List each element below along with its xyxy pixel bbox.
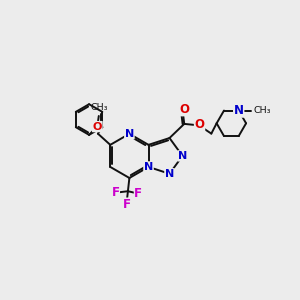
Text: N: N — [125, 129, 134, 139]
Text: N: N — [165, 169, 174, 179]
Text: F: F — [134, 187, 142, 200]
Text: CH₃: CH₃ — [254, 106, 271, 115]
Text: F: F — [122, 198, 130, 211]
Text: N: N — [144, 162, 153, 172]
Text: F: F — [112, 186, 119, 199]
Text: N: N — [234, 104, 244, 117]
Text: CH₃: CH₃ — [90, 103, 107, 112]
Text: O: O — [194, 118, 205, 131]
Text: N: N — [178, 151, 187, 161]
Text: O: O — [93, 122, 102, 132]
Text: O: O — [179, 103, 189, 116]
